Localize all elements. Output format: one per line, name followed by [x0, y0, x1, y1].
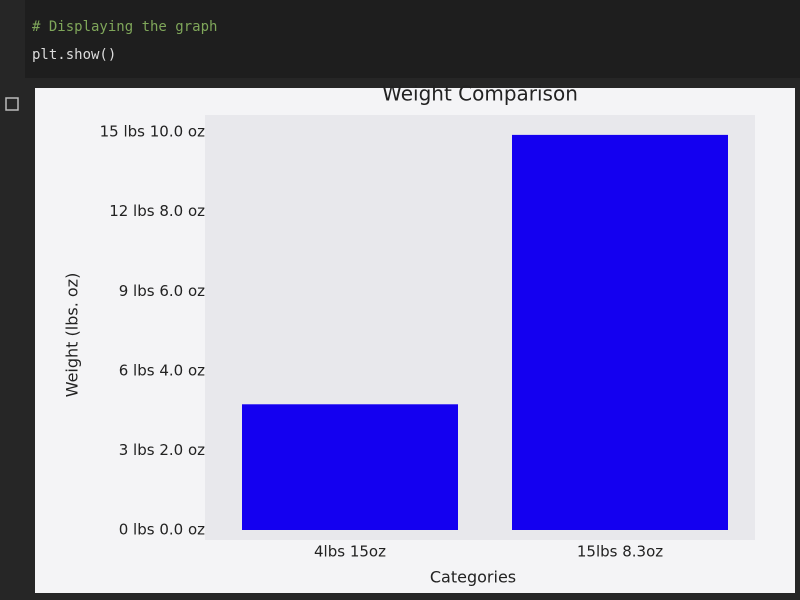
bar — [242, 404, 458, 530]
x-tick-label: 4lbs 15oz — [314, 543, 386, 561]
y-tick-label: 3 lbs 2.0 oz — [119, 441, 205, 459]
chart-title: Weight Comparison — [382, 82, 578, 106]
y-tick-label: 9 lbs 6.0 oz — [119, 282, 205, 300]
code-comment: # Displaying the graph — [32, 19, 217, 35]
y-tick-label: 6 lbs 4.0 oz — [119, 361, 205, 379]
y-tick-label: 15 lbs 10.0 oz — [100, 123, 205, 141]
y-tick-label: 12 lbs 8.0 oz — [109, 202, 205, 220]
bar — [512, 134, 728, 530]
output-icon[interactable] — [5, 97, 19, 111]
y-tick-label: 0 lbs 0.0 oz — [119, 521, 205, 539]
x-axis-label: Categories — [430, 568, 516, 587]
code-cell — [25, 0, 800, 78]
x-tick-label: 15lbs 8.3oz — [577, 543, 663, 561]
y-axis-label: Weight (lbs. oz) — [63, 273, 82, 398]
code-line: plt.show() — [32, 47, 116, 63]
chart: Weight Comparison Categories Weight (lbs… — [63, 82, 728, 587]
